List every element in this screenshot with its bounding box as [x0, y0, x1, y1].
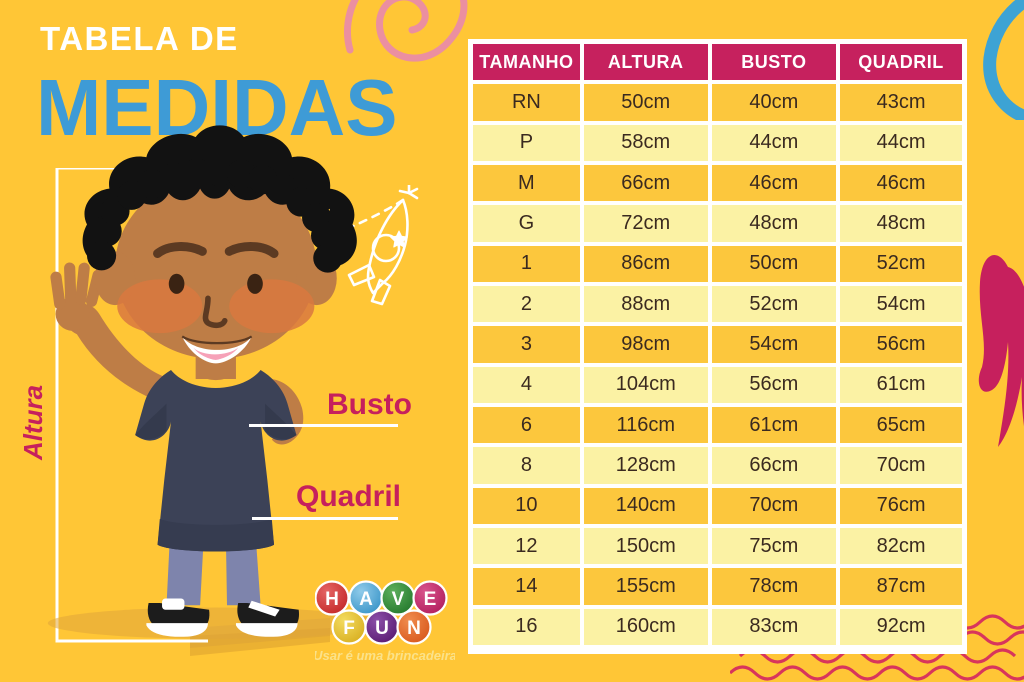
svg-text:U: U [375, 618, 389, 639]
svg-text:E: E [424, 589, 437, 610]
svg-text:N: N [407, 618, 421, 639]
svg-text:H: H [325, 589, 339, 610]
svg-text:Usar é uma brincadeira: Usar é uma brincadeira [315, 648, 455, 663]
svg-text:F: F [343, 618, 355, 639]
svg-text:V: V [392, 589, 405, 610]
svg-text:A: A [359, 589, 373, 610]
